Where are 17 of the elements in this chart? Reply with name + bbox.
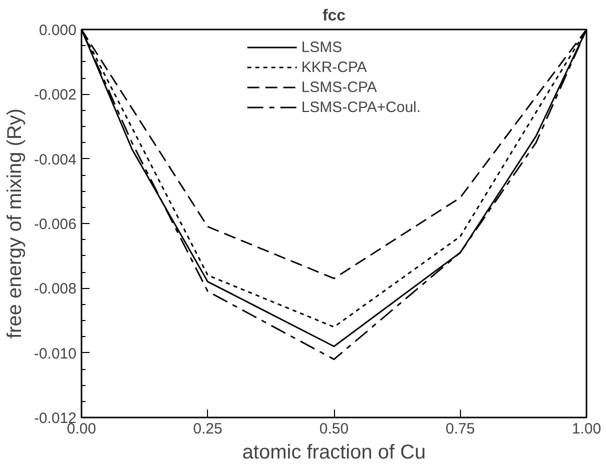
y-axis-title: free energy of mixing (Ry) <box>4 108 26 339</box>
x-tick-label: 0.75 <box>446 420 475 438</box>
y-tick-label: -0.008 <box>34 280 77 298</box>
x-axis-title: atomic fraction of Cu <box>242 442 426 464</box>
legend-label: KKR-CPA <box>301 58 367 76</box>
x-tick-label: 1.00 <box>572 420 602 438</box>
x-tick-label: 0.25 <box>193 420 222 438</box>
legend-label: LSMS-CPA <box>301 78 377 96</box>
legend-label: LSMS-CPA+Coul. <box>301 98 421 116</box>
y-tick-label: -0.006 <box>34 216 77 233</box>
y-tick-label: -0.004 <box>34 151 77 168</box>
chart-title: fcc <box>322 8 346 24</box>
y-tick-label: -0.002 <box>34 86 77 104</box>
y-tick-label: 0.000 <box>38 22 77 39</box>
x-tick-label: 0.50 <box>319 420 349 438</box>
y-tick-label: -0.010 <box>34 345 77 362</box>
legend-label: LSMS <box>301 38 342 56</box>
